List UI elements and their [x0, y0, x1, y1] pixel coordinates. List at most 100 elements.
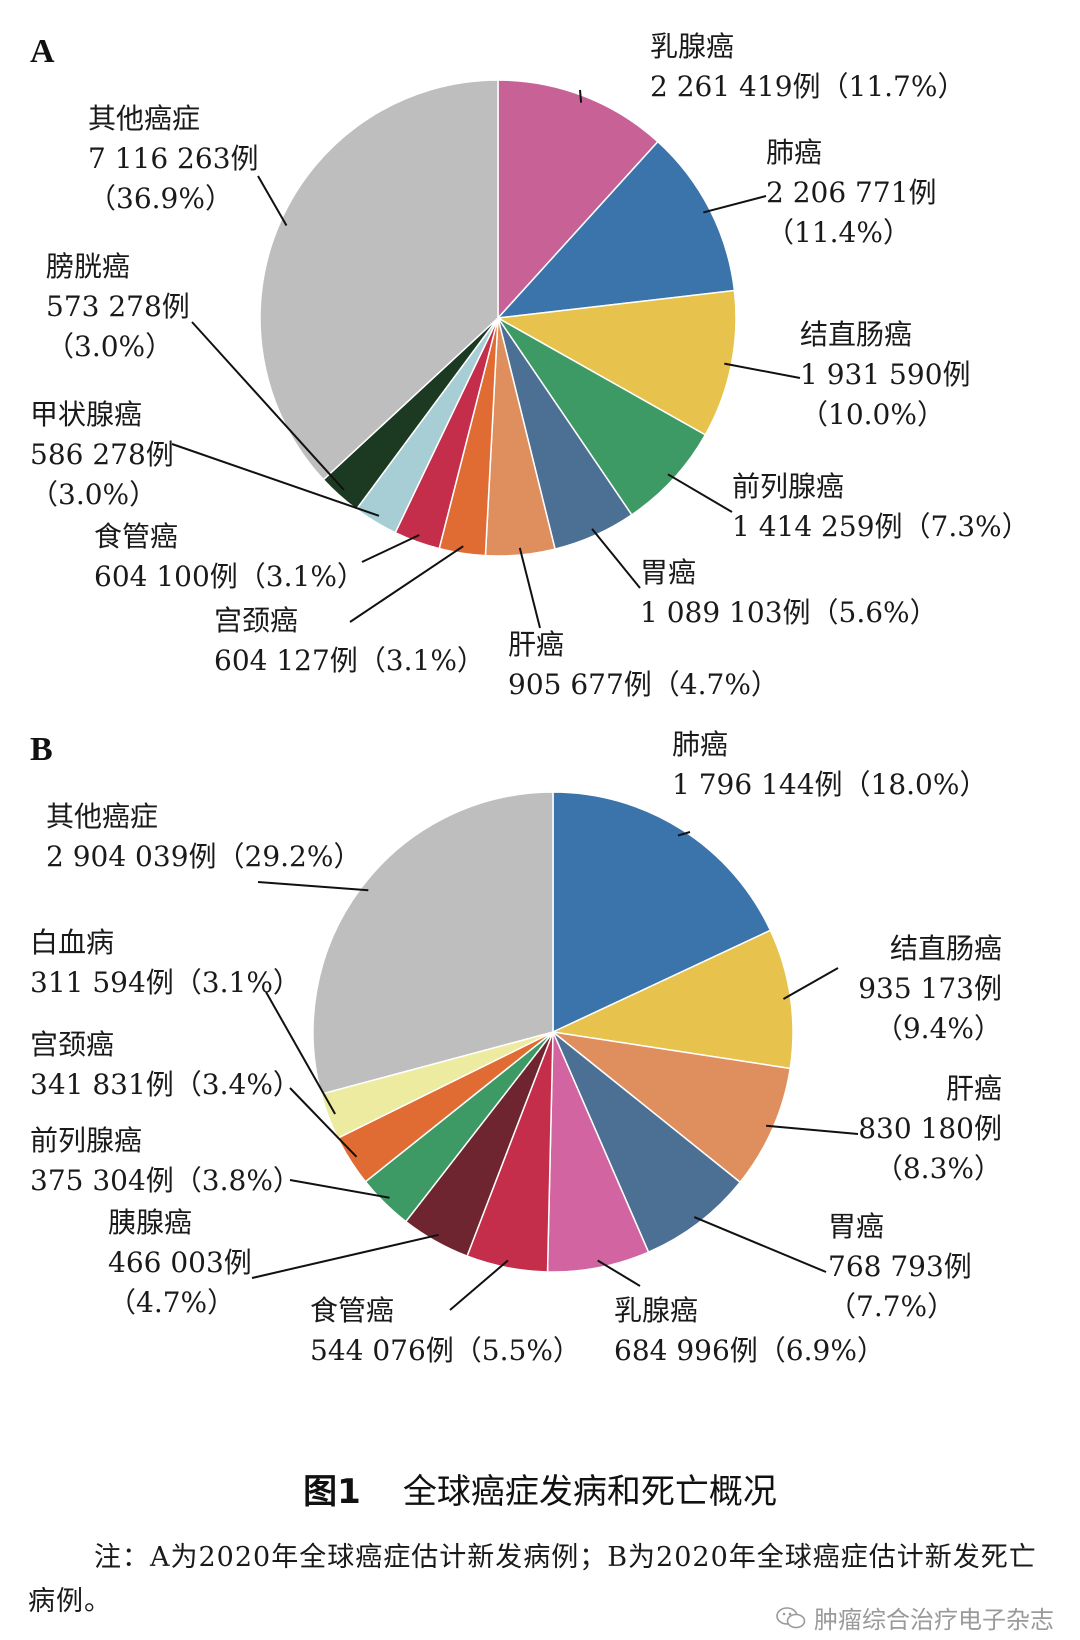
pie-slice-2: [550, 929, 794, 1070]
slice-label-count-percent: 311 594例（3.1%）: [30, 966, 301, 999]
leader-line-9: [289, 1087, 358, 1158]
slice-label-count: 684 996例: [614, 1334, 758, 1367]
pie-slice-11: [312, 791, 554, 1095]
slice-label-name: 乳腺癌: [650, 30, 734, 63]
slice-label-percent: （7.3%）: [903, 510, 1030, 543]
slice-label-count: 341 831例: [30, 1068, 174, 1101]
slice-label-count: 544 076例: [310, 1334, 454, 1367]
slice-label-count: 1 796 144例: [672, 768, 843, 801]
slice-label-count: 830 180例: [858, 1112, 1002, 1145]
slice-label-count: 375 304例: [30, 1164, 174, 1197]
slice-label-name: 膀胱癌: [46, 250, 130, 283]
pie-slice-4: [552, 1031, 742, 1254]
slice-label-percent: （5.6%）: [811, 596, 938, 629]
pie-slice-1: [552, 791, 772, 1034]
leader-lines-a: [171, 89, 801, 629]
slice-label-name: 胃癌: [640, 556, 696, 589]
slice-label-name: 其他癌症: [88, 102, 200, 135]
slice-label-name: 乳腺癌: [614, 1294, 698, 1327]
slice-label-count: 2 206 771例: [766, 176, 937, 209]
pie-slice-11: [259, 79, 499, 481]
slice-label-percent: （4.7%）: [108, 1286, 235, 1319]
leader-line-2: [703, 195, 767, 214]
figure-caption: 图1 全球癌症发病和死亡概况: [0, 1464, 1080, 1513]
leader-line-1: [677, 831, 691, 837]
slice-label-count: 768 793例: [828, 1250, 972, 1283]
slice-label-count-percent: 2 904 039例（29.2%）: [46, 840, 361, 873]
slice-label-count-percent: 341 831例（3.4%）: [30, 1068, 301, 1101]
pie-slice-3: [550, 1030, 792, 1184]
panel-letter-b: B: [30, 731, 53, 768]
watermark: 肿瘤综合治疗电子杂志: [776, 1600, 1054, 1635]
pie-slices-a: [259, 79, 737, 557]
slice-label-name: 肺癌: [672, 728, 728, 761]
slice-label-percent: （3.1%）: [174, 966, 301, 999]
slice-label-percent: （3.1%）: [238, 560, 365, 593]
slice-label-count-percent: 905 677例（4.7%）: [508, 668, 779, 701]
slice-label-name: 前列腺癌: [30, 1124, 142, 1157]
slice-label-count-percent: 544 076例（5.5%）: [310, 1334, 581, 1367]
slice-label-percent: （29.2%）: [217, 840, 362, 873]
slice-label-count-percent: 2 261 419例（11.7%）: [650, 70, 965, 103]
leader-line-11: [257, 881, 369, 892]
leader-line-1: [579, 89, 583, 103]
slice-label-name: 结直肠癌: [800, 318, 912, 351]
watermark-text: 肿瘤综合治疗电子杂志: [814, 1606, 1054, 1634]
pie-slice-1: [497, 79, 659, 320]
slice-label-name: 肝癌: [508, 628, 564, 661]
slice-label-count: 311 594例: [30, 966, 174, 999]
slice-label-count-percent: 684 996例（6.9%）: [614, 1334, 885, 1367]
slice-label-percent: （7.7%）: [828, 1290, 955, 1323]
leader-line-3: [766, 1124, 859, 1135]
slice-label-percent: （6.9%）: [758, 1334, 885, 1367]
pie-slices-b: [312, 791, 794, 1273]
leader-line-7: [349, 545, 464, 623]
slice-label-percent: （3.8%）: [174, 1164, 301, 1197]
leader-line-7: [251, 1233, 439, 1279]
slice-label-percent: （3.0%）: [46, 330, 173, 363]
leader-line-4: [693, 1216, 827, 1273]
pie-chart-b: 肺癌 1 796 144例（18.0%） 结直肠癌 935 173例 （9.4%） 肝癌 8…: [30, 728, 1002, 1367]
slice-labels-a: 乳腺癌 2 261 419例（11.7%） 肺癌 2 206 771例 （11.4%） 结…: [30, 30, 1030, 701]
slice-label-count: 2 904 039例: [46, 840, 217, 873]
slice-label-count: 1 414 259例: [732, 510, 903, 543]
leader-line-3: [724, 362, 801, 379]
slice-label-percent: （3.4%）: [174, 1068, 301, 1101]
leader-line-10: [191, 321, 345, 491]
slice-label-count: 905 677例: [508, 668, 652, 701]
slice-label-count: 935 173例: [858, 972, 1002, 1005]
slice-label-count: 1 931 590例: [800, 358, 971, 391]
slice-label-name: 肺癌: [766, 136, 822, 169]
slice-label-count: 573 278例: [46, 290, 190, 323]
figure-note: 注：A为2020年全球癌症估计新发病例；B为2020年全球癌症估计新发死亡病例。: [28, 1542, 1037, 1617]
slice-label-count: 7 116 263例: [88, 142, 259, 175]
slice-label-percent: （4.7%）: [652, 668, 779, 701]
pie-slice-5: [546, 1031, 650, 1273]
slice-label-count-percent: 375 304例（3.8%）: [30, 1164, 301, 1197]
leader-line-5: [597, 1259, 641, 1287]
slice-label-percent: （36.9%）: [88, 182, 233, 215]
slice-label-name: 宫颈癌: [214, 604, 298, 637]
slice-label-name: 食管癌: [310, 1294, 394, 1327]
slice-label-count: 604 100例: [94, 560, 238, 593]
slice-label-percent: （9.4%）: [875, 1012, 1002, 1045]
leader-lines-b: [251, 831, 859, 1311]
leader-line-8: [289, 1179, 390, 1199]
slice-label-name: 其他癌症: [46, 800, 158, 833]
leader-line-10: [265, 991, 336, 1115]
leader-line-11: [257, 175, 288, 227]
slice-label-count: 466 003例: [108, 1246, 252, 1279]
slice-label-name: 肝癌: [946, 1072, 1002, 1105]
slice-label-percent: （8.3%）: [875, 1152, 1002, 1185]
leader-line-4: [667, 473, 733, 513]
slice-label-percent: （3.0%）: [30, 478, 157, 511]
leader-line-6: [449, 1259, 509, 1311]
slice-label-count-percent: 604 127例（3.1%）: [214, 644, 485, 677]
slice-label-percent: （10.0%）: [800, 398, 945, 431]
slice-label-name: 宫颈癌: [30, 1028, 114, 1061]
slice-label-count-percent: 1 796 144例（18.0%）: [672, 768, 987, 801]
slice-label-count-percent: 604 100例（3.1%）: [94, 560, 365, 593]
slice-label-percent: （3.1%）: [358, 644, 485, 677]
pie-slice-2: [496, 140, 736, 319]
slice-label-name: 白血病: [30, 926, 114, 959]
